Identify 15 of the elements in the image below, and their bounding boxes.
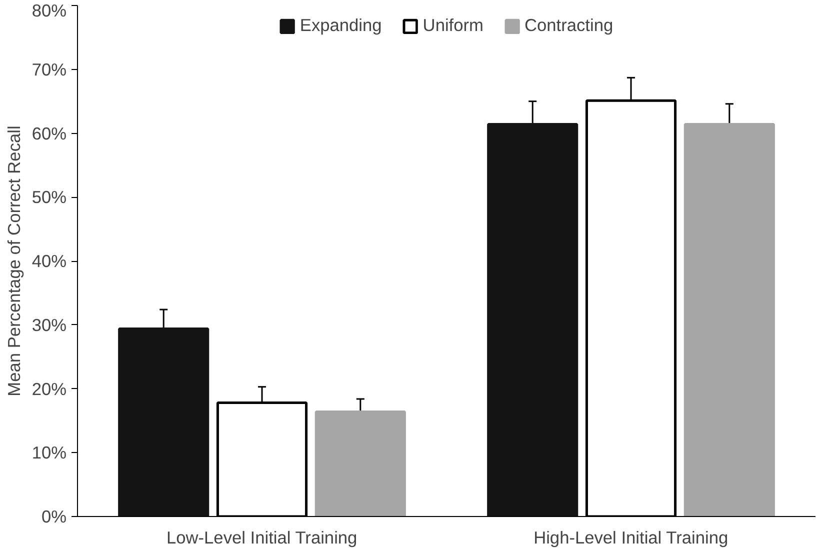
y-axis-title: Mean Percentage of Correct Recall: [4, 126, 24, 396]
y-tick-label: 80%: [32, 0, 67, 20]
y-tick-label: 40%: [32, 251, 67, 271]
legend-label: Expanding: [300, 15, 382, 36]
y-tick-label: 60%: [32, 123, 67, 144]
legend-label: Uniform: [422, 15, 484, 36]
x-tick-label: High-Level Initial Training: [534, 528, 728, 548]
y-tick-label: 70%: [32, 59, 67, 80]
x-tick-label: Low-Level Initial Training: [166, 528, 358, 548]
y-tick-label: 30%: [32, 314, 67, 335]
y-tick-label: 0%: [41, 506, 66, 526]
y-tick-label: 10%: [32, 442, 67, 463]
y-tick-label: 50%: [32, 187, 67, 208]
y-tick-label: 20%: [32, 378, 67, 399]
legend-label: Contracting: [524, 15, 614, 36]
